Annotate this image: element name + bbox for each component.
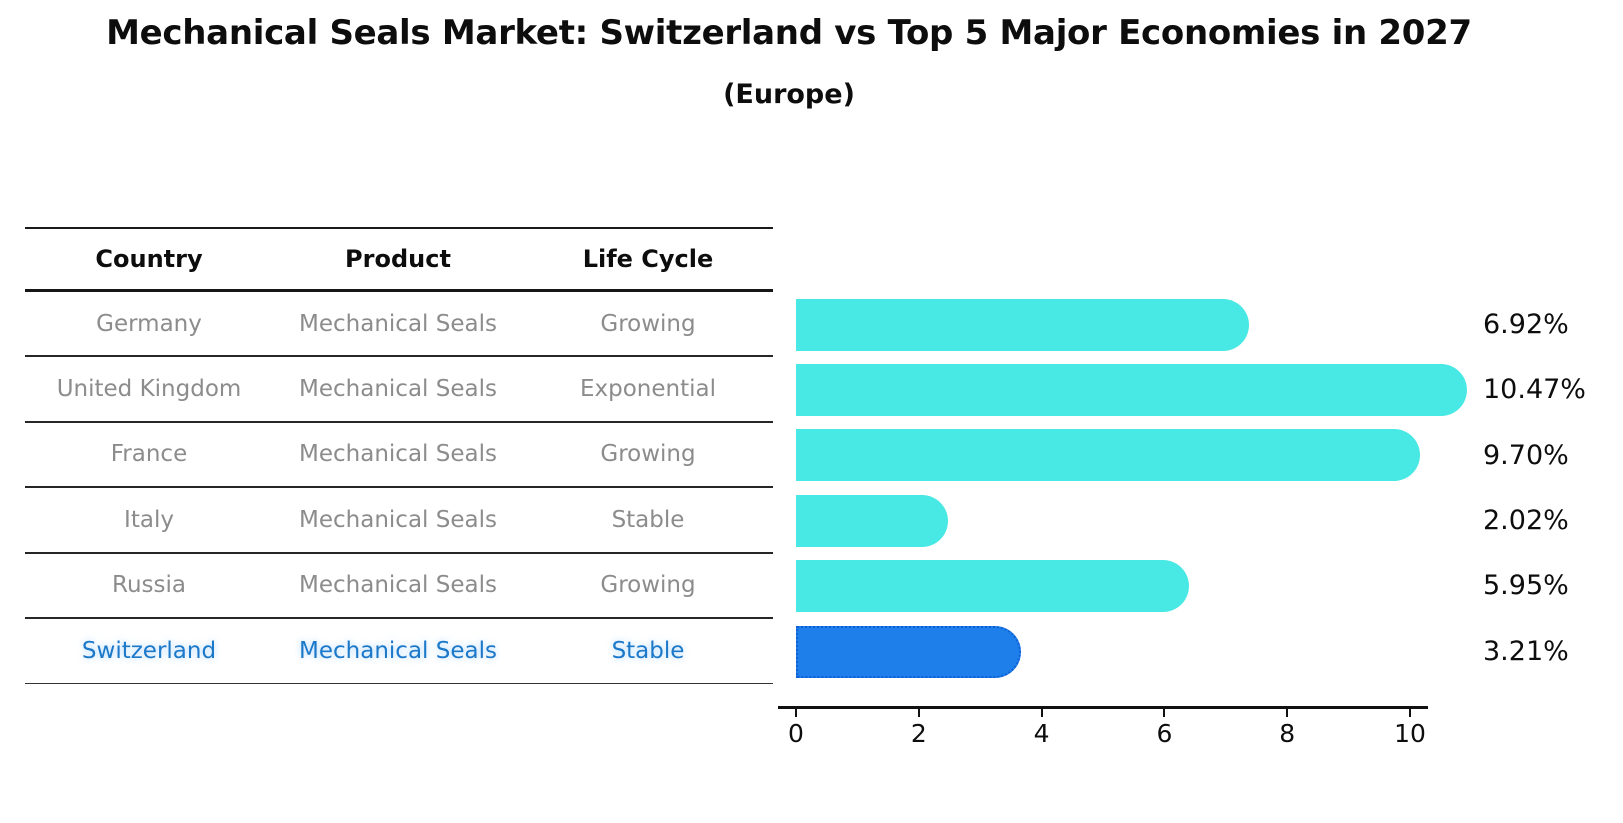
bar-russia [796,560,1190,613]
value-label-united-kingdom: 10.47% [1483,374,1586,406]
x-tick-mark [1286,708,1289,717]
x-axis-line [778,706,1428,709]
bar-france [796,429,1420,482]
x-tick-label: 2 [910,719,927,748]
cell-country: Italy [124,506,174,533]
cell-product: Mechanical Seals [299,441,497,468]
value-label-italy: 2.02% [1483,504,1569,536]
cell-product: Mechanical Seals [299,572,497,599]
cell-product: Mechanical Seals [299,506,497,533]
cell-country: France [110,441,188,468]
bar-united-kingdom [796,363,1467,416]
header-cell-product: Product [345,245,451,273]
cell-product: Mechanical Seals [299,310,497,337]
cell-life-cycle: Exponential [579,376,716,403]
value-label-france: 9.70% [1483,439,1569,471]
table-row: France Mechanical Seals Growing [25,423,773,489]
cell-life-cycle: Growing [600,310,696,337]
bar-switzerland [796,625,1022,678]
x-tick-label: 10 [1394,719,1426,748]
x-tick-mark [1040,708,1043,717]
x-tick-label: 6 [1156,719,1173,748]
cell-life-cycle: Stable [611,638,685,665]
table-row: Germany Mechanical Seals Growing [25,292,773,358]
bar-germany [796,298,1249,351]
cell-life-cycle: Growing [600,441,696,468]
cell-life-cycle: Stable [611,506,685,533]
x-tick-mark [917,708,920,717]
cell-product: Mechanical Seals [299,638,497,665]
x-tick-mark [795,708,797,717]
x-tick-label: 8 [1279,719,1296,748]
header-cell-country: Country [95,245,203,273]
chart-title: Mechanical Seals Market: Switzerland vs … [106,13,1472,53]
x-tick-mark [1163,708,1166,717]
table-header-row: Country Product Life Cycle [25,227,773,292]
table-row: Italy Mechanical Seals Stable [25,488,773,554]
bar-italy [796,494,949,547]
table-row: Switzerland Mechanical Seals Stable [25,619,773,685]
table-body: Germany Mechanical Seals Growing United … [25,292,773,685]
table-row: Russia Mechanical Seals Growing [25,554,773,619]
x-tick-label: 0 [788,719,804,748]
value-label-russia: 5.95% [1483,570,1569,602]
cell-life-cycle: Growing [600,572,696,599]
cell-product: Mechanical Seals [299,376,497,403]
cell-country: Switzerland [81,638,217,665]
x-tick-mark [1409,708,1411,717]
table-row: United Kingdom Mechanical Seals Exponent… [25,357,773,423]
x-tick-label: 4 [1033,719,1050,748]
value-label-switzerland: 3.21% [1483,635,1569,667]
cell-country: Germany [96,310,202,337]
chart-subtitle: (Europe) [723,79,855,110]
cell-country: Russia [112,572,186,599]
value-label-germany: 6.92% [1483,308,1569,340]
cell-country: United Kingdom [56,376,242,403]
data-table: Country Product Life Cycle Germany Mecha… [25,227,773,685]
header-cell-life-cycle: Life Cycle [582,245,714,273]
